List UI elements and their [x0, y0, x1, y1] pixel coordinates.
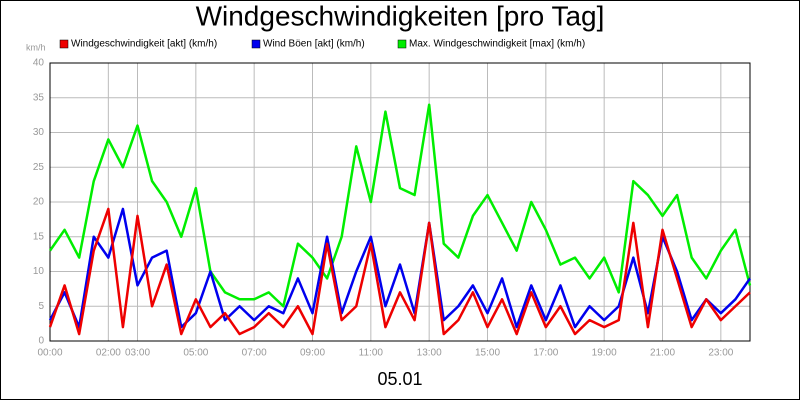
x-tick-label: 15:00	[475, 348, 500, 359]
legend-swatch	[59, 39, 69, 49]
legend-label: Wind Böen [akt] (km/h)	[263, 39, 365, 50]
y-axis-label: km/h	[26, 42, 46, 52]
y-tick-label: 30	[33, 127, 45, 138]
x-tick-label: 23:00	[708, 348, 733, 359]
x-tick-label: 11:00	[359, 348, 384, 359]
y-tick-label: 40	[33, 58, 45, 69]
x-tick-label: 09:00	[300, 348, 325, 359]
y-tick-label: 0	[38, 336, 44, 347]
x-tick-label: 02:00	[96, 348, 121, 359]
series-line	[48, 207, 752, 329]
y-tick-label: 15	[33, 231, 45, 242]
chart-title: Windgeschwindigkeiten [pro Tag]	[196, 0, 605, 31]
y-tick-label: 25	[33, 162, 45, 173]
y-tick-label: 20	[33, 197, 45, 208]
series-line	[48, 207, 751, 336]
y-tick-label: 5	[38, 301, 44, 312]
y-tick-label: 10	[33, 266, 45, 277]
x-tick-label: 21:00	[650, 348, 675, 359]
x-tick-label: 05:00	[183, 348, 208, 359]
legend-swatch	[397, 39, 407, 49]
legend-label: Windgeschwindigkeit [akt] (km/h)	[71, 39, 217, 50]
series-line	[48, 103, 752, 308]
x-tick-label: 17:00	[533, 348, 558, 359]
x-axis-label: 05.01	[377, 369, 422, 389]
x-tick-label: 13:00	[417, 348, 442, 359]
x-tick-label: 07:00	[242, 348, 267, 359]
legend-swatch	[251, 39, 261, 49]
x-tick-label: 19:00	[592, 348, 617, 359]
x-tick-label: 03:00	[125, 348, 150, 359]
x-tick-label: 00:00	[37, 348, 62, 359]
y-tick-label: 35	[33, 92, 45, 103]
legend-label: Max. Windgeschwindigkeit [max] (km/h)	[409, 39, 585, 50]
plot-border	[49, 62, 751, 342]
